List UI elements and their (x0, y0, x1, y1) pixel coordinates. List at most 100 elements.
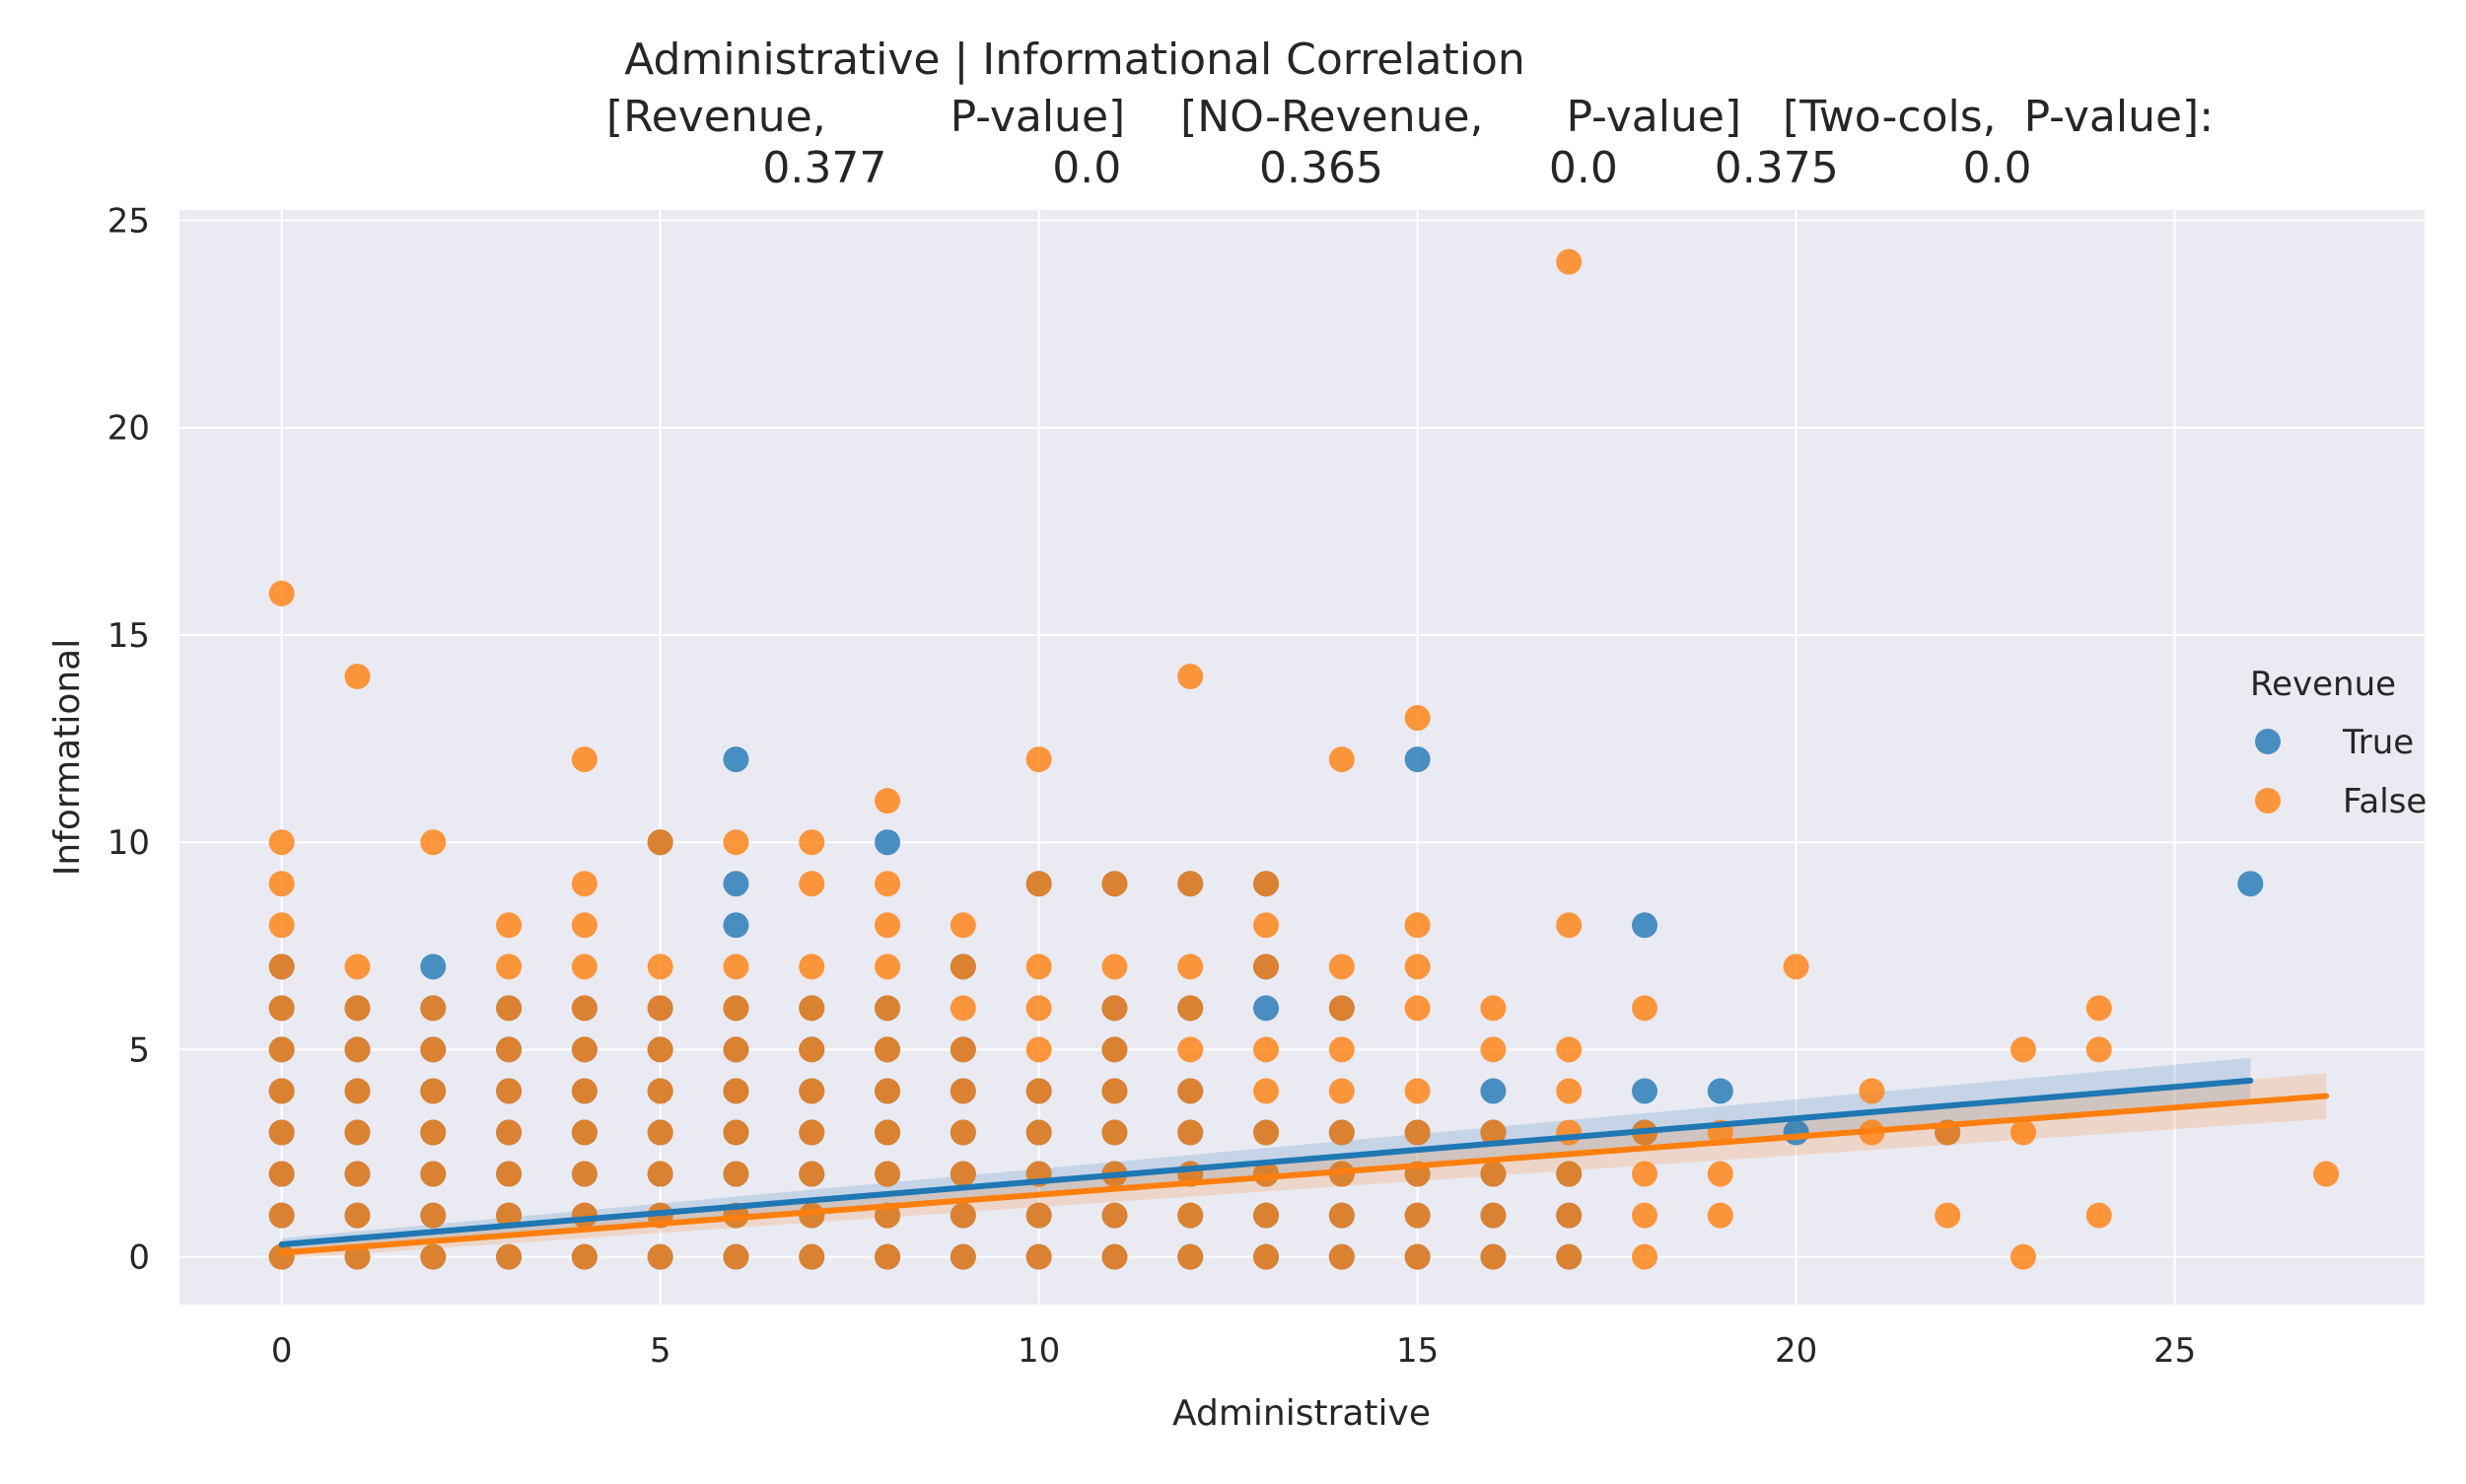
data-point-false (571, 912, 598, 939)
data-point-false (1177, 954, 1204, 980)
data-point-false (799, 1078, 825, 1104)
data-point-false (875, 871, 901, 897)
data-point-false (723, 1161, 749, 1187)
data-point-false (1101, 1036, 1128, 1063)
data-point-false (420, 1202, 447, 1229)
data-point-true (875, 829, 901, 856)
chart-title: Administrative | Informational Correlati… (606, 35, 2214, 193)
data-point-false (1328, 1078, 1355, 1104)
legend-marker-true (2255, 729, 2281, 754)
data-point-false (1404, 1119, 1431, 1146)
data-point-false (723, 1119, 749, 1146)
data-point-false (268, 1078, 295, 1104)
data-point-false (1404, 954, 1431, 980)
y-tick-label: 20 (107, 409, 150, 449)
data-point-false (1177, 1202, 1204, 1229)
y-tick-label: 25 (107, 202, 150, 242)
data-point-false (799, 871, 825, 897)
data-point-false (875, 1036, 901, 1063)
data-point-false (723, 829, 749, 856)
data-point-false (1025, 1243, 1052, 1270)
data-point-false (344, 954, 371, 980)
data-point-false (496, 954, 523, 980)
data-point-false (1480, 995, 1507, 1022)
data-point-false (875, 912, 901, 939)
y-tick-label: 15 (107, 616, 150, 656)
data-point-false (1177, 1078, 1204, 1104)
data-point-false (571, 995, 598, 1022)
data-point-false (1707, 1202, 1733, 1229)
data-point-false (723, 995, 749, 1022)
data-point-false (2085, 1036, 2112, 1063)
data-point-false (496, 1161, 523, 1187)
data-point-false (571, 1036, 598, 1063)
data-point-false (1253, 1119, 1280, 1146)
data-point-false (1328, 995, 1355, 1022)
data-point-false (1253, 1202, 1280, 1229)
data-point-false (571, 1119, 598, 1146)
data-point-false (268, 580, 295, 606)
data-point-false (1328, 1119, 1355, 1146)
data-point-false (1556, 1036, 1583, 1063)
data-point-false (1556, 248, 1583, 275)
data-point-false (799, 1161, 825, 1187)
data-point-false (723, 1078, 749, 1104)
data-point-false (950, 912, 976, 939)
data-point-false (950, 995, 976, 1022)
data-point-false (1328, 954, 1355, 980)
x-tick-label: 20 (1775, 1331, 1817, 1371)
data-point-false (1101, 1202, 1128, 1229)
data-point-false (496, 1119, 523, 1146)
data-point-false (1707, 1161, 1733, 1187)
plot-area (179, 210, 2425, 1305)
data-point-false (1177, 995, 1204, 1022)
data-point-false (571, 746, 598, 773)
x-tick-label: 5 (650, 1331, 671, 1371)
data-point-false (268, 1243, 295, 1270)
data-point-false (1025, 1078, 1052, 1104)
data-point-false (571, 1202, 598, 1229)
data-point-false (344, 664, 371, 690)
data-point-false (723, 954, 749, 980)
data-point-false (496, 1202, 523, 1229)
data-point-true (1783, 1119, 1809, 1146)
data-point-false (1404, 995, 1431, 1022)
data-point-false (950, 1202, 976, 1229)
data-point-false (1101, 1078, 1128, 1104)
data-point-true (1480, 1078, 1507, 1104)
data-point-false (1253, 1243, 1280, 1270)
data-point-false (420, 1243, 447, 1270)
data-point-true (420, 954, 447, 980)
data-point-false (1101, 954, 1128, 980)
data-point-false (268, 995, 295, 1022)
data-point-true (723, 912, 749, 939)
data-point-false (1253, 871, 1280, 897)
data-point-false (1328, 1202, 1355, 1229)
data-point-false (1404, 912, 1431, 939)
x-tick-label: 0 (271, 1331, 293, 1371)
x-tick-labels: 0 5 10 15 20 25 (271, 1331, 2196, 1371)
data-point-false (875, 1119, 901, 1146)
data-point-false (496, 1036, 523, 1063)
y-tick-labels: 0 5 10 15 20 25 (107, 202, 150, 1278)
data-point-false (268, 1036, 295, 1063)
data-point-false (1632, 1161, 1658, 1187)
data-point-false (2085, 995, 2112, 1022)
data-point-false (344, 1119, 371, 1146)
data-point-false (1025, 995, 1052, 1022)
data-point-false (1253, 954, 1280, 980)
data-point-false (647, 995, 673, 1022)
data-point-true (1632, 1078, 1658, 1104)
data-point-false (2009, 1243, 2036, 1270)
chart-title-line-2: [Revenue, P-value] [NO-Revenue, P-value]… (606, 92, 2214, 142)
data-point-false (571, 871, 598, 897)
data-point-false (1480, 1036, 1507, 1063)
data-point-false (1480, 1161, 1507, 1187)
data-point-false (1177, 1243, 1204, 1270)
data-point-false (344, 995, 371, 1022)
data-point-false (647, 954, 673, 980)
data-point-false (496, 995, 523, 1022)
data-point-false (1556, 1078, 1583, 1104)
data-point-false (1328, 746, 1355, 773)
data-point-false (799, 954, 825, 980)
